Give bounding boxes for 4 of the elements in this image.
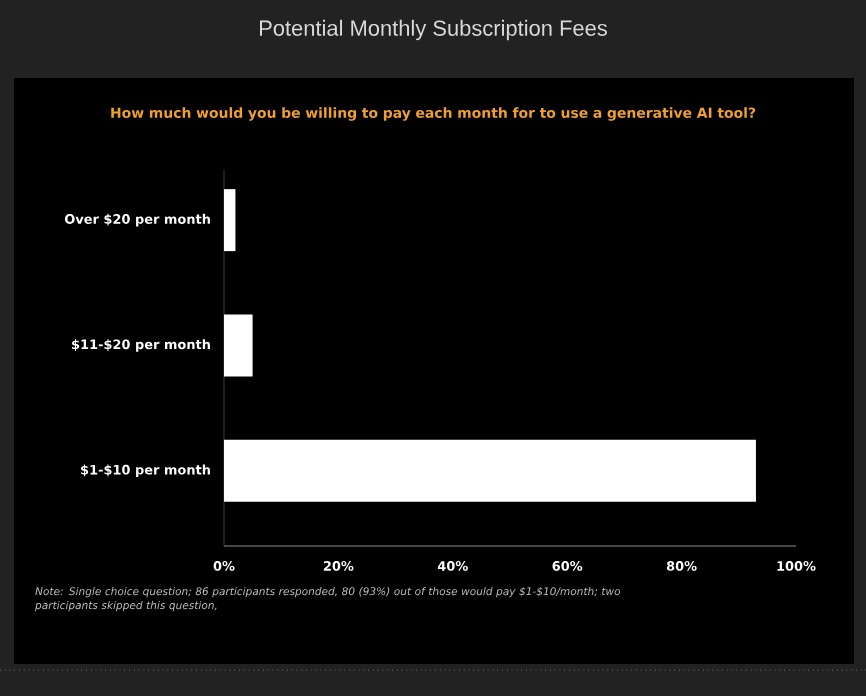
bar	[224, 314, 253, 377]
bar	[224, 439, 756, 502]
chart-title: Potential Monthly Subscription Fees	[259, 19, 607, 41]
bar	[224, 189, 236, 252]
